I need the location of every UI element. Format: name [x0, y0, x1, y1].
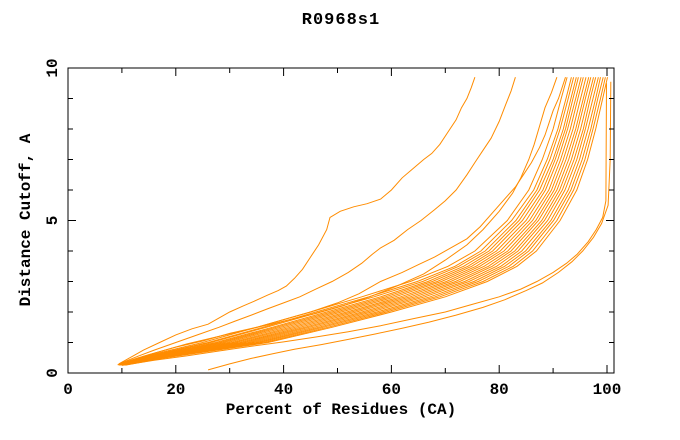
curve-19 — [124, 77, 604, 366]
curve-16 — [122, 77, 597, 366]
curve-05 — [117, 77, 568, 366]
x-tick-label: 0 — [63, 381, 73, 399]
curve-14 — [121, 77, 592, 366]
y-tick-label: 0 — [44, 368, 62, 378]
y-tick-label: 5 — [44, 216, 62, 226]
curve-22 — [121, 83, 607, 366]
chart-title: R0968s1 — [301, 11, 381, 30]
x-tick-label: 80 — [490, 381, 509, 399]
curve-21 — [125, 77, 608, 366]
x-axis-title: Percent of Residues (CA) — [225, 401, 457, 419]
curve-23 — [207, 81, 612, 371]
x-tick-label: 100 — [593, 381, 622, 399]
y-tick-label: 10 — [44, 58, 62, 77]
curve-02 — [119, 77, 516, 365]
curve-11 — [120, 77, 584, 366]
x-tick-label: 60 — [382, 381, 401, 399]
x-tick-label: 20 — [166, 381, 185, 399]
curve-20 — [125, 77, 606, 366]
curve-10 — [120, 77, 582, 366]
curve-06 — [117, 77, 572, 366]
curve-17 — [123, 77, 599, 366]
curve-04 — [119, 77, 558, 365]
x-tick-label: 40 — [274, 381, 293, 399]
curve-13 — [121, 77, 590, 366]
curve-18 — [124, 77, 601, 366]
curve-01 — [118, 77, 476, 365]
curve-07 — [118, 77, 575, 366]
curve-12 — [121, 77, 587, 366]
curve-08 — [119, 77, 577, 366]
curve-15 — [122, 77, 594, 366]
curve-09 — [119, 77, 579, 366]
